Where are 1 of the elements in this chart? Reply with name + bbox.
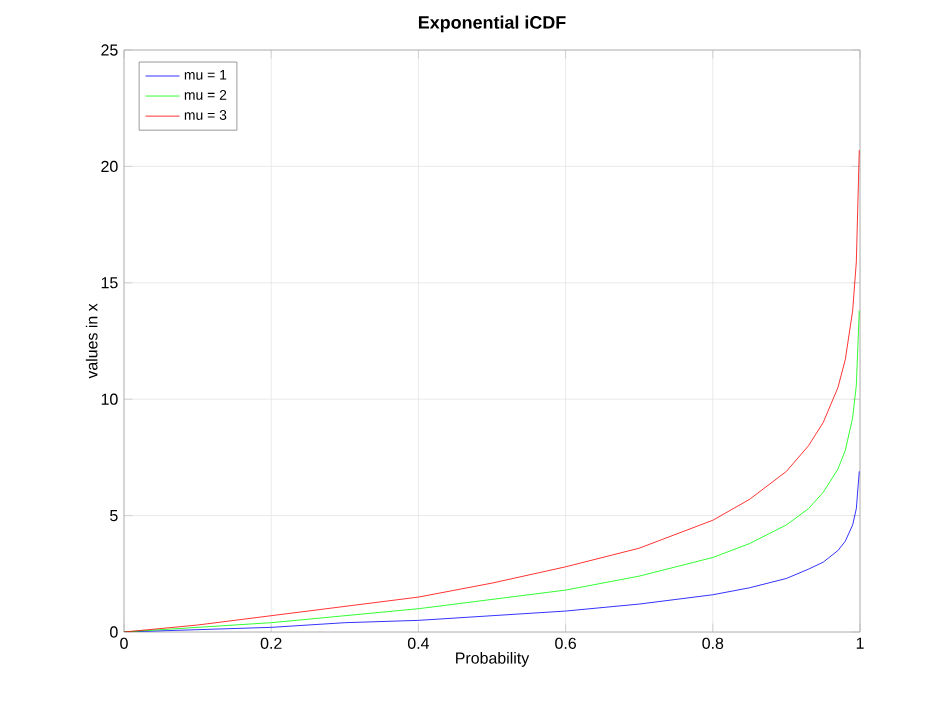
chart-title: Exponential iCDF <box>418 15 566 33</box>
